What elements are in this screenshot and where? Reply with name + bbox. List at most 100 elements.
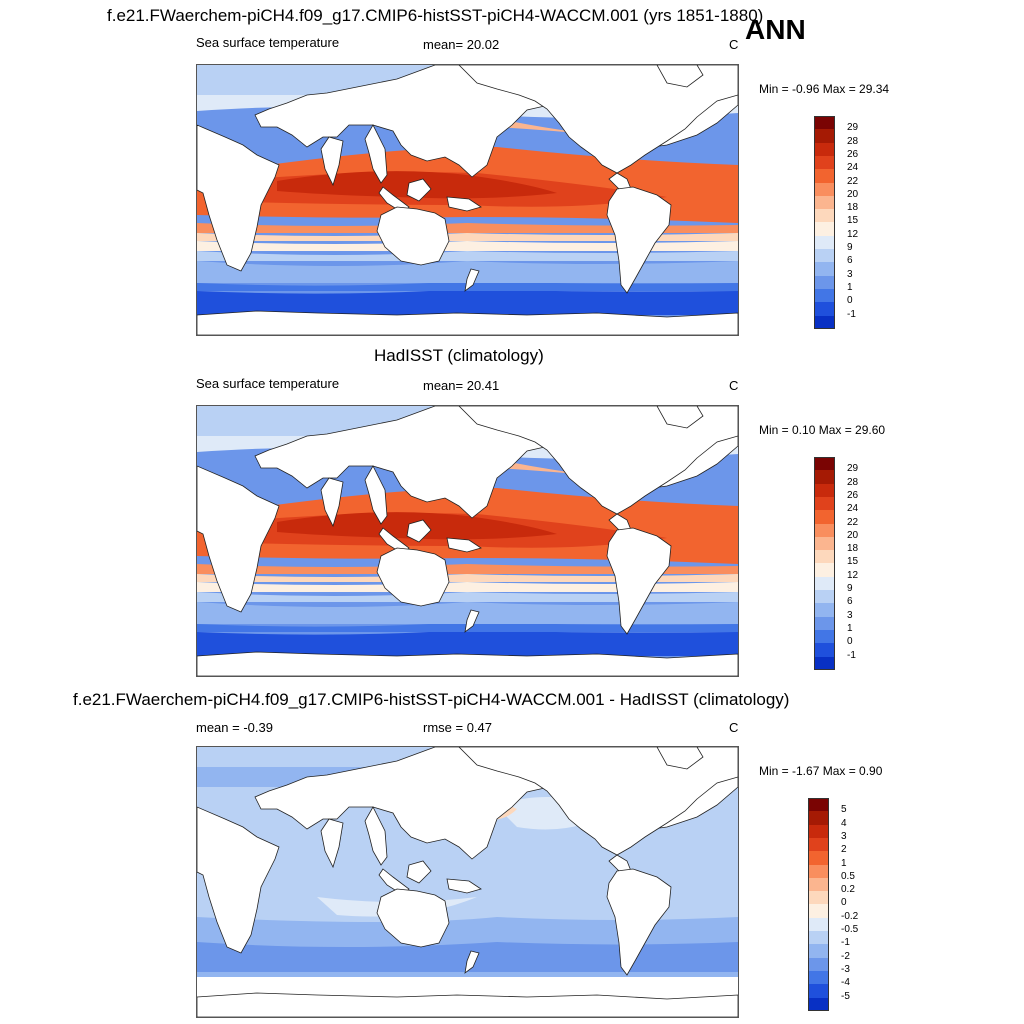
field-contour [197,261,738,283]
coastline-australia [376,206,450,266]
colorbar-tick-label: 15 [847,556,859,568]
coastline-antarctica [197,651,738,676]
field-contour [197,564,738,574]
coastline-greenland [656,65,704,88]
colorbar-swatch [814,288,835,303]
colorbar-tick-label: 22 [847,516,859,528]
panel-obs-mean-label: mean= 20.41 [423,378,500,393]
coastline-borneo [406,178,432,202]
panel-diff-minmax: Min = -1.67 Max = 0.90 [759,764,883,778]
colorbar-frame [814,457,835,670]
colorbar-swatch [808,824,829,839]
colorbar-tick-label: 24 [847,162,859,174]
colorbar-swatch [814,315,835,330]
colorbar-tick-label: 1 [841,857,847,869]
colorbar-swatch [814,656,835,671]
coastline-namerica [458,65,738,174]
colorbar-swatch [814,483,835,498]
colorbar-swatch [814,209,835,223]
colorbar-swatch [808,891,829,905]
season-label: ANN [745,14,806,45]
colorbar-swatch [814,262,835,277]
figure-title: f.e21.FWaerchem-piCH4.f09_g17.CMIP6-hist… [107,6,764,25]
colorbar-tick-label: 28 [847,476,859,488]
colorbar-tick-label: 2 [841,844,847,856]
coastline-borneo [406,519,432,543]
colorbar-swatch [814,510,835,524]
colorbar-swatch [814,496,835,511]
colorbar-swatch [814,249,835,263]
panel-obs-title: HadISST (climatology) [374,346,544,365]
field-contour [197,233,738,241]
colorbar-tick-label: 18 [847,202,859,214]
colorbar-swatch [814,169,835,183]
coastline-india [320,136,344,187]
colorbar-tick-label: 0 [847,295,853,307]
colorbar-swatch [814,457,835,471]
colorbar-tick-label: 18 [847,543,859,555]
colorbar-tick-label: -0.5 [841,924,859,935]
colorbar-swatch [814,195,835,210]
colorbar-tick-label: -0.2 [841,910,859,922]
colorbar-tick-label: 1 [847,281,853,293]
coastline-borneo [406,860,432,884]
field-contour [197,289,738,315]
colorbar-tick-label: -3 [841,963,850,975]
colorbar-swatch [814,155,835,170]
coastline-africa [197,465,280,613]
colorbar-swatch [808,944,829,959]
colorbar-tick-label: 9 [847,583,853,594]
colorbar-swatch [814,235,835,250]
colorbar-tick-label: 0 [847,636,853,648]
colorbar-swatch [814,536,835,551]
field-contour [197,251,738,261]
colorbar-swatch [808,864,829,879]
panel-model-map [196,64,739,336]
colorbar-tick-label: -4 [841,977,850,989]
colorbar-swatch [814,129,835,144]
colorbar-swatch [808,931,829,945]
colorbar-tick-label: -5 [841,990,850,1002]
panel-obs-units: C [729,378,739,393]
colorbar-swatch [808,837,829,852]
colorbar-tick-label: 3 [841,830,847,842]
colorbar-tick-label: 20 [847,188,859,200]
coastline-australia [376,547,450,607]
colorbar-swatch [808,877,829,892]
panel-obs-variable-label: Sea surface temperature [196,376,340,391]
colorbar-tick-label: 6 [847,255,853,267]
coastline-nz [464,950,480,974]
field-contour [197,630,738,656]
colorbar-tick-label: 29 [847,122,859,134]
colorbar-tick-label: 0 [841,897,847,909]
coastline-ng [446,196,482,212]
colorbar-tick-label: 22 [847,175,859,187]
field-contour [197,942,738,972]
coastline-seasia [364,124,388,184]
colorbar-tick-label: 12 [847,569,859,581]
colorbar-tick-label: 28 [847,135,859,147]
field-contour [197,592,738,602]
colorbar-swatch [814,550,835,564]
coastline-australia [376,888,450,948]
coastline-india [320,818,344,869]
field-contour [197,602,738,624]
panel-obs-map [196,405,739,677]
colorbar-tick-label: 20 [847,529,859,541]
colorbar-swatch [808,904,829,919]
colorbar-swatch [808,970,829,985]
colorbar-swatch [814,616,835,631]
colorbar-swatch [814,590,835,604]
colorbar-swatch [814,643,835,657]
colorbar-swatch [814,142,835,157]
colorbar-swatch [808,917,829,932]
colorbar-tick-label: 3 [847,609,853,621]
colorbar-tick-label: 29 [847,463,859,475]
colorbar-tick-label: -2 [841,950,850,962]
colorbar-tick-label: 3 [847,268,853,280]
panel-model-minmax: Min = -0.96 Max = 29.34 [759,82,890,96]
colorbar-swatch [814,275,835,290]
panel-diff-units: C [729,720,739,735]
colorbar-swatch [808,798,829,812]
panel-model-units: C [729,37,739,52]
